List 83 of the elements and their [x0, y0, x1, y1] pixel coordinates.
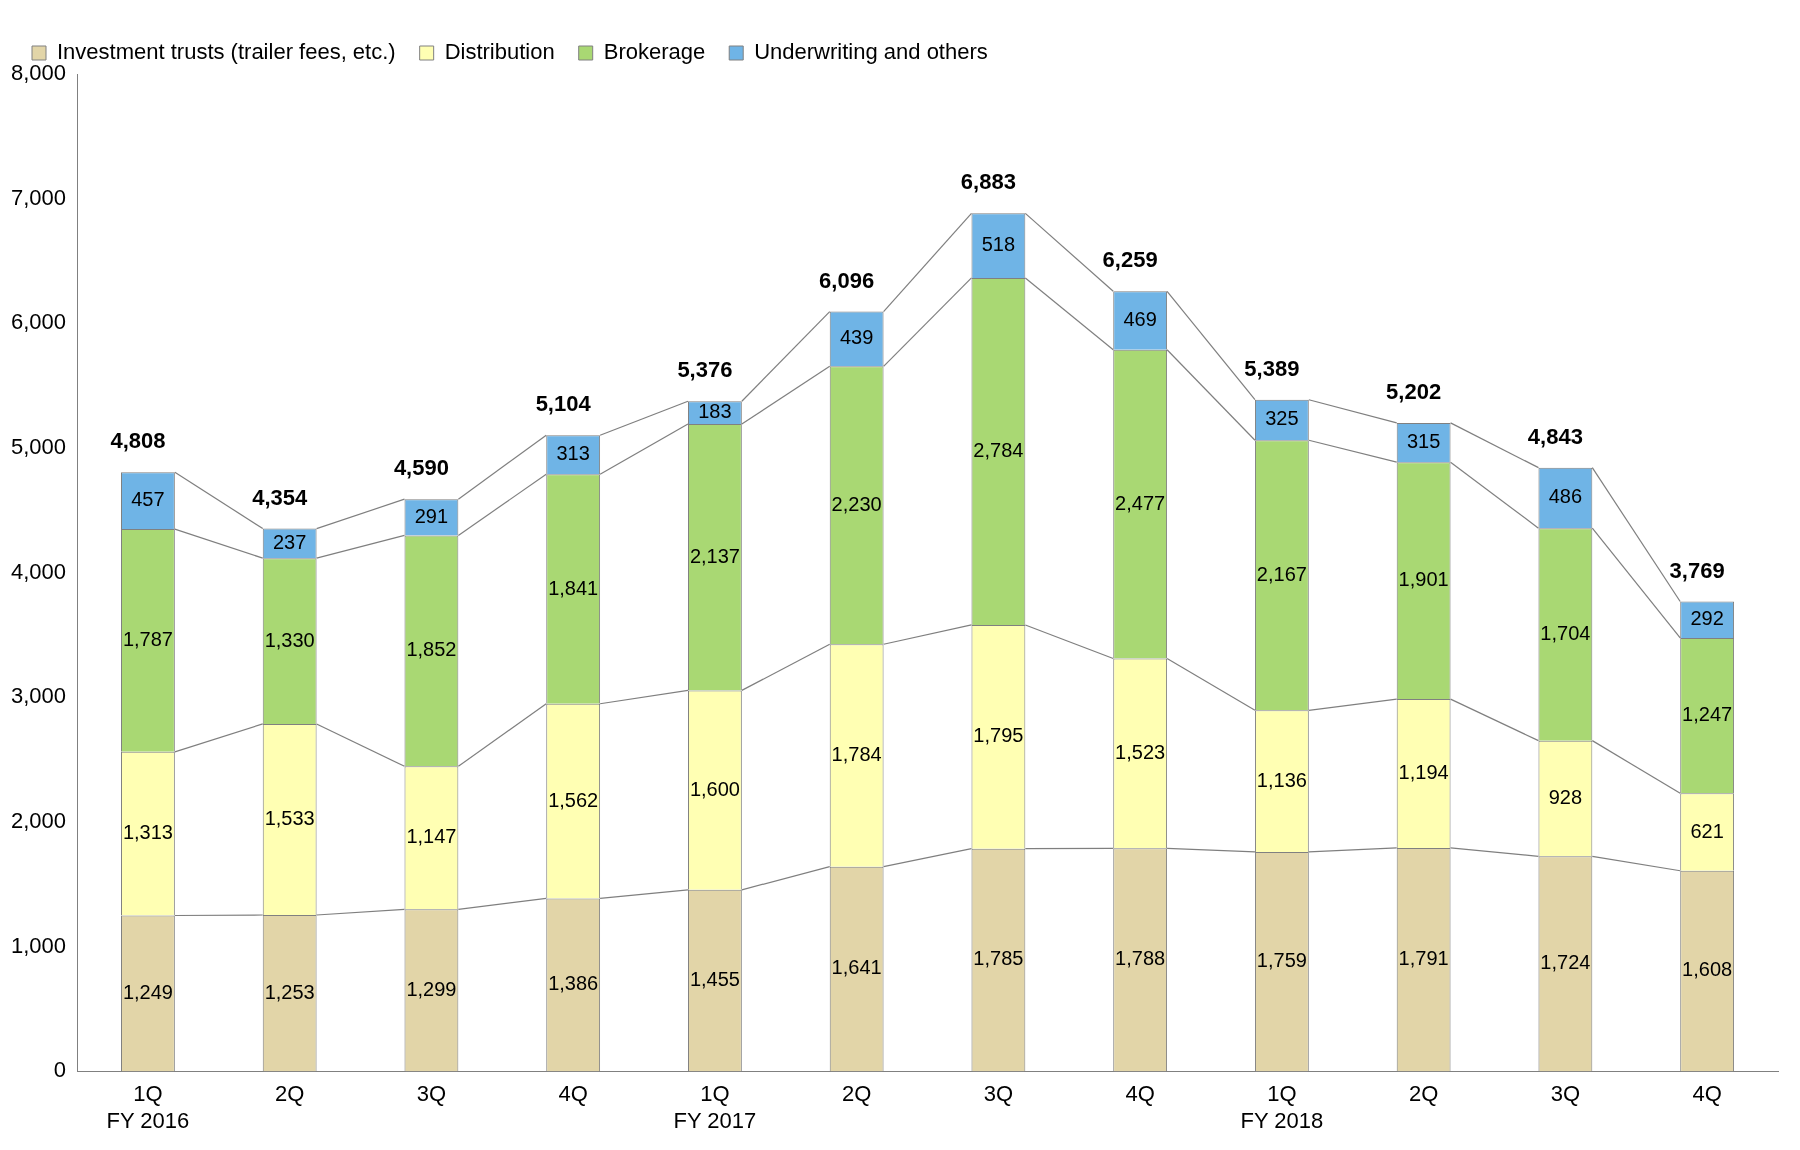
total-label: 3,769 — [1669, 557, 1725, 583]
y-tick-label: 4,000 — [10, 558, 67, 584]
data-label: 2,137 — [689, 544, 740, 567]
data-label: 928 — [1548, 785, 1583, 808]
data-label: 1,785 — [973, 947, 1024, 970]
data-label: 1,641 — [831, 956, 882, 979]
data-label: 1,313 — [122, 821, 173, 844]
x-tick-label: 3Q — [983, 1081, 1014, 1107]
total-label: 5,104 — [535, 391, 592, 417]
x-tick-label: 4Q — [558, 1081, 588, 1107]
data-label: 457 — [131, 488, 165, 511]
data-label: 469 — [1123, 308, 1157, 331]
y-tick-label: 1,000 — [10, 932, 67, 958]
data-label: 1,901 — [1398, 568, 1449, 591]
data-label: 621 — [1690, 819, 1724, 842]
y-tick-label: 7,000 — [10, 184, 67, 210]
total-label: 4,843 — [1527, 423, 1583, 449]
data-label: 292 — [1690, 607, 1724, 630]
legend-label: Brokerage — [603, 39, 706, 65]
data-label: 1,788 — [1115, 947, 1166, 970]
legend-label: Distribution — [444, 39, 555, 65]
data-label: 1,791 — [1398, 947, 1449, 970]
x-tick-label: 1Q FY 2016 — [106, 1081, 190, 1133]
total-label: 6,259 — [1102, 247, 1158, 273]
data-label: 1,852 — [406, 638, 457, 661]
total-label: 4,590 — [393, 455, 449, 481]
data-label: 2,167 — [1256, 562, 1307, 585]
data-label: 518 — [981, 233, 1016, 256]
y-tick-label: 2,000 — [10, 807, 67, 833]
data-label: 1,253 — [264, 980, 315, 1003]
data-label: 1,136 — [1256, 768, 1307, 791]
x-tick-label: 4Q — [1125, 1081, 1155, 1107]
data-label: 439 — [839, 326, 874, 349]
data-label: 486 — [1548, 485, 1583, 508]
data-label: 1,194 — [1398, 761, 1449, 784]
data-label: 1,841 — [548, 576, 599, 599]
data-label: 1,330 — [264, 628, 315, 651]
data-label: 1,787 — [122, 627, 173, 650]
data-label: 2,784 — [973, 438, 1024, 461]
total-label: 4,354 — [252, 484, 308, 510]
x-tick-label: 1Q FY 2017 — [673, 1081, 757, 1133]
data-label: 325 — [1265, 407, 1299, 430]
y-tick-label: 6,000 — [10, 309, 67, 335]
data-label: 1,562 — [548, 788, 599, 811]
total-label: 5,389 — [1244, 355, 1300, 381]
legend-label: Underwriting and others — [754, 39, 988, 65]
data-label: 2,230 — [831, 492, 882, 515]
data-label: 1,247 — [1682, 703, 1733, 726]
data-label: 291 — [414, 504, 449, 527]
data-label: 183 — [698, 400, 732, 423]
x-tick-label: 3Q — [416, 1081, 447, 1107]
data-label: 1,724 — [1540, 951, 1591, 974]
y-tick-label: 5,000 — [10, 434, 67, 460]
data-label: 1,147 — [406, 825, 457, 848]
data-label: 1,600 — [689, 777, 740, 800]
data-label: 1,784 — [831, 742, 882, 765]
data-label: 1,523 — [1115, 740, 1166, 763]
total-label: 4,808 — [110, 428, 166, 454]
x-tick-label: 1Q FY 2018 — [1240, 1081, 1324, 1133]
data-label: 1,299 — [406, 977, 457, 1000]
x-tick-label: 3Q — [1550, 1081, 1581, 1107]
x-tick-label: 2Q — [841, 1081, 872, 1107]
data-label: 315 — [1406, 430, 1441, 453]
y-tick-label: 0 — [53, 1057, 67, 1083]
total-label: 5,202 — [1386, 378, 1442, 404]
total-label: 5,376 — [677, 357, 733, 383]
data-label: 1,704 — [1540, 621, 1591, 644]
data-label: 1,249 — [122, 980, 173, 1003]
data-label: 1,795 — [973, 724, 1024, 747]
data-label: 1,455 — [689, 968, 740, 991]
data-label: 237 — [272, 530, 307, 553]
x-tick-label: 2Q — [274, 1081, 305, 1107]
data-label: 1,608 — [1682, 958, 1733, 981]
data-label: 1,386 — [548, 972, 599, 995]
data-label: 313 — [556, 442, 590, 465]
total-label: 6,883 — [960, 169, 1016, 195]
x-tick-label: 2Q — [1408, 1081, 1439, 1107]
total-label: 6,096 — [819, 267, 875, 293]
data-label: 1,533 — [264, 806, 315, 829]
x-tick-label: 4Q — [1692, 1081, 1722, 1107]
data-label: 2,477 — [1115, 491, 1166, 514]
y-tick-label: 3,000 — [10, 683, 67, 709]
data-label: 1,759 — [1256, 949, 1307, 972]
